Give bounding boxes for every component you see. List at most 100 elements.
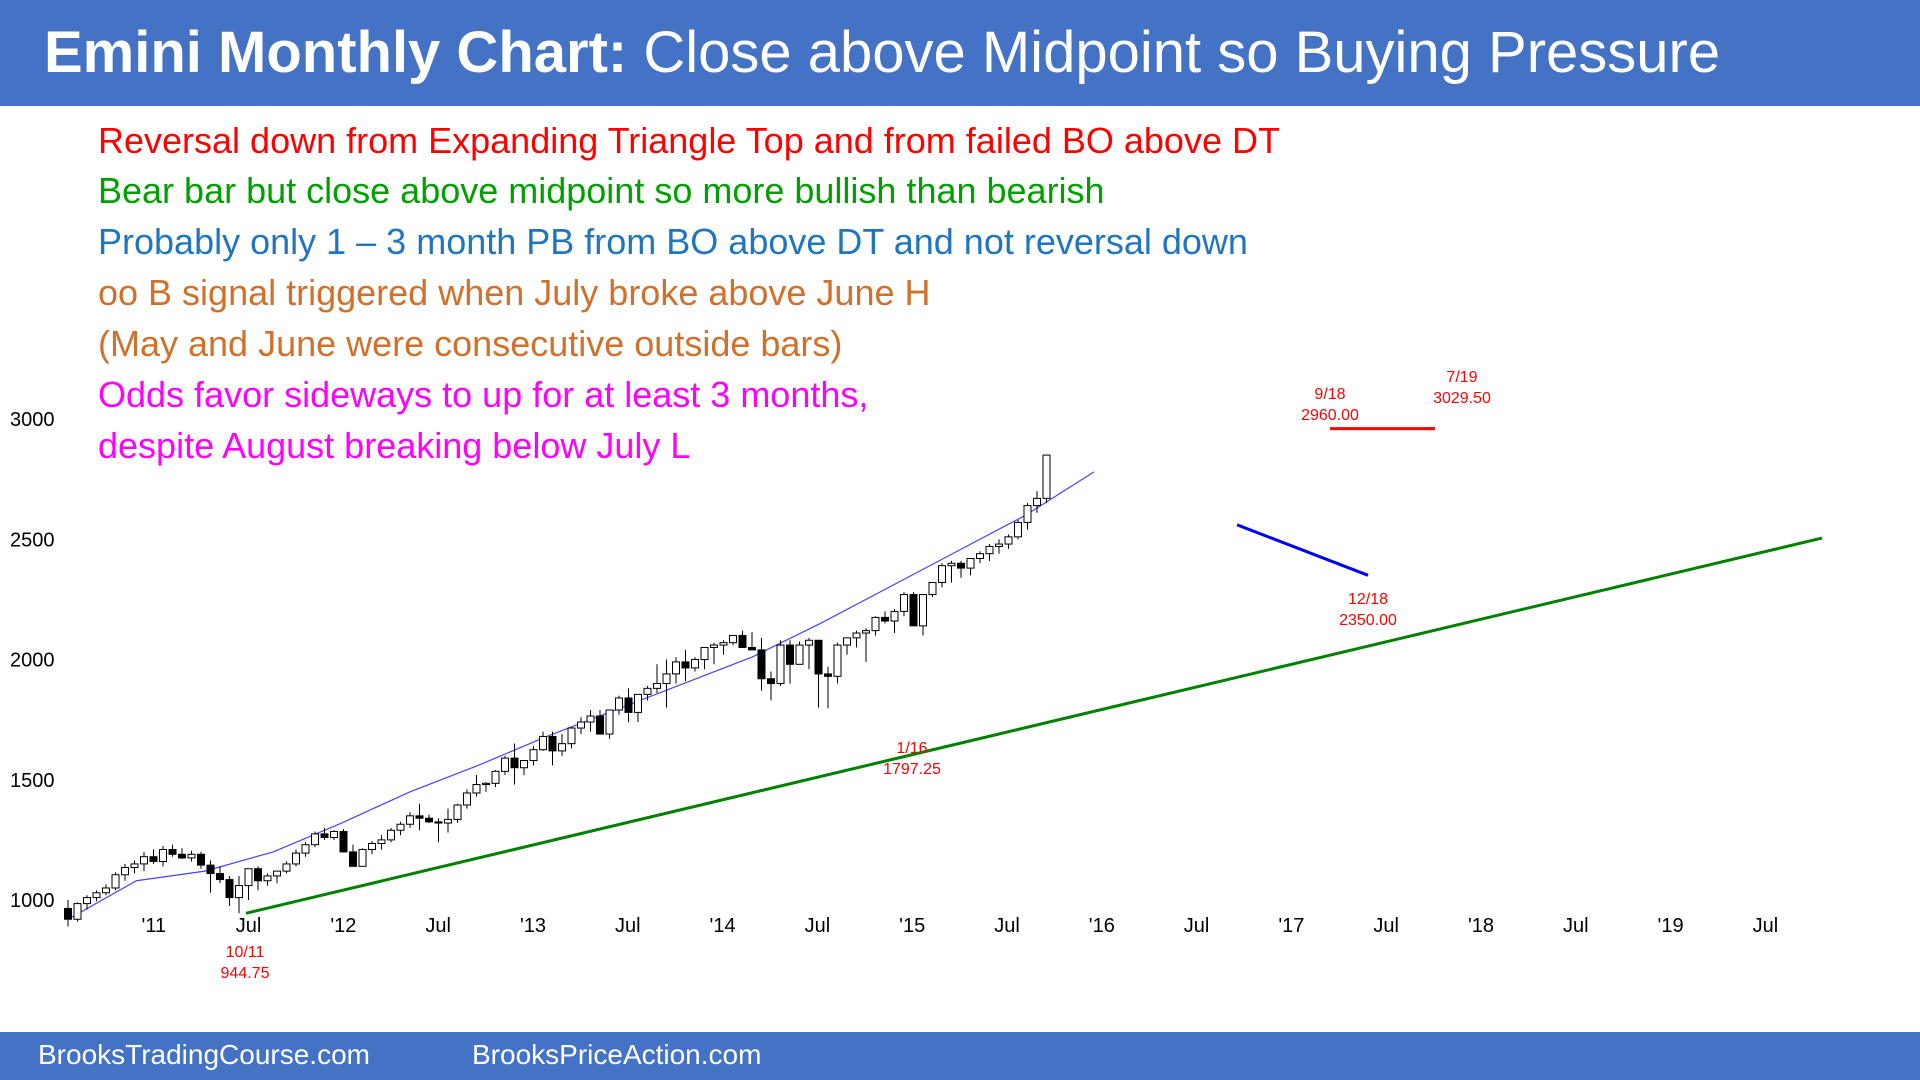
- candle-body: [482, 782, 490, 786]
- x-tick-label: Jul: [1373, 915, 1399, 937]
- candle-body: [966, 557, 975, 569]
- moving-average-layer: [67, 471, 1095, 920]
- candle-body: [757, 649, 766, 680]
- candle-body: [700, 646, 709, 660]
- x-tick-label: Jul: [236, 915, 262, 937]
- annotation-date: 10/11: [226, 944, 265, 961]
- candle-body: [491, 770, 500, 784]
- candle-body: [786, 644, 794, 665]
- candle-body: [425, 817, 433, 823]
- candle-body: [947, 562, 956, 567]
- candle-body: [624, 697, 633, 713]
- candle-body: [881, 616, 889, 622]
- candle-body: [102, 887, 110, 894]
- candle-body: [681, 661, 690, 669]
- candle-body: [159, 848, 167, 863]
- candle-body: [501, 757, 509, 772]
- y-tick-label: 3000: [10, 409, 55, 431]
- candle-body: [862, 630, 870, 634]
- x-axis-ticks: '11 Jul '12 Jul '13 Jul '14 Jul '15 Jul '16 Jul '17 J…: [142, 915, 1779, 937]
- candle-body: [577, 721, 585, 729]
- candle-body: [111, 874, 120, 889]
- annotation-price: 944.75: [221, 965, 270, 982]
- candle-body: [349, 851, 357, 867]
- trend-lines-layer: [245, 427, 1823, 915]
- candle-body: [149, 856, 158, 863]
- candle-body: [814, 639, 823, 675]
- x-tick-label: Jul: [994, 915, 1020, 937]
- candle-body: [871, 616, 880, 632]
- candle-body: [719, 642, 728, 646]
- bull-trend-line: [245, 536, 1823, 915]
- candle-body: [396, 823, 405, 831]
- candle-body: [596, 715, 604, 735]
- candle-body: [938, 565, 946, 584]
- candle-body: [510, 757, 519, 769]
- candle-body: [995, 543, 1003, 547]
- candle-body: [453, 804, 462, 820]
- footer-link-brooks-trading-course[interactable]: BrooksTradingCourse.com: [38, 1039, 370, 1070]
- candle-body: [472, 784, 481, 794]
- candle-body: [434, 821, 443, 824]
- candle-body: [216, 873, 224, 881]
- candle-body: [539, 735, 547, 751]
- x-tick-label: Jul: [1753, 915, 1779, 937]
- candles-layer: [64, 454, 1051, 927]
- candle-body: [662, 673, 671, 685]
- candle-body: [776, 644, 785, 685]
- candle-body: [282, 863, 291, 872]
- x-tick-label: Jul: [805, 915, 831, 937]
- x-tick-label: Jul: [425, 915, 451, 937]
- candle-body: [558, 743, 566, 752]
- annotation-date: 1/16: [896, 740, 927, 757]
- x-tick-label: '11: [142, 915, 167, 937]
- candle-body: [586, 715, 595, 723]
- candle-body: [463, 792, 471, 806]
- candle-body: [64, 907, 72, 920]
- title-bold: Emini Monthly Chart:: [44, 20, 628, 85]
- candle-body: [805, 639, 813, 646]
- note-odds: Odds favor sideways to up for at least 3…: [98, 374, 869, 415]
- candle-body: [643, 687, 652, 695]
- note-reversal: Reversal down from Expanding Triangle To…: [98, 120, 1280, 161]
- candle-body: [710, 644, 718, 648]
- candle-body: [919, 594, 927, 627]
- page-title: Emini Monthly Chart: Close above Midpoin…: [44, 20, 1720, 87]
- candle-body: [672, 661, 680, 675]
- candle-body: [168, 848, 177, 855]
- candle-body: [928, 582, 937, 596]
- note-august: despite August breaking below July L: [98, 425, 691, 466]
- x-tick-label: Jul: [1563, 915, 1589, 937]
- candle-body: [691, 659, 699, 669]
- annotation-date: 9/18: [1314, 386, 1345, 403]
- title-rest: Close above Midpoint so Buying Pressure: [643, 20, 1721, 85]
- candle-body: [225, 879, 234, 899]
- candle-body: [377, 839, 386, 844]
- candle-body: [795, 644, 804, 665]
- candle-body: [1014, 521, 1022, 538]
- candle-body: [824, 673, 832, 677]
- candle-body: [520, 760, 528, 769]
- candle-body: [909, 594, 918, 627]
- candle-body: [301, 844, 310, 854]
- candle-body: [244, 868, 253, 887]
- annotation-date: 12/18: [1348, 591, 1388, 608]
- candle-body: [900, 594, 908, 612]
- candle-body: [529, 749, 538, 762]
- candle-body: [976, 553, 984, 559]
- candle-body: [738, 634, 747, 648]
- candle-body: [187, 853, 196, 859]
- candle-body: [178, 853, 186, 859]
- x-tick-label: '16: [1089, 915, 1115, 937]
- note-pullback: Probably only 1 – 3 month PB from BO abo…: [98, 221, 1248, 262]
- y-axis-ticks: 1000 1500 2000 2500 3000: [10, 409, 55, 912]
- candle-body: [890, 610, 899, 622]
- note-outside-bars: (May and June were consecutive outside b…: [98, 323, 843, 364]
- candle-body: [197, 853, 205, 866]
- candle-body: [92, 892, 101, 899]
- annotation-price: 2960.00: [1301, 407, 1359, 424]
- x-tick-label: '15: [899, 915, 925, 937]
- footer-link-brooks-price-action[interactable]: BrooksPriceAction.com: [472, 1039, 762, 1070]
- candle-body: [130, 863, 139, 869]
